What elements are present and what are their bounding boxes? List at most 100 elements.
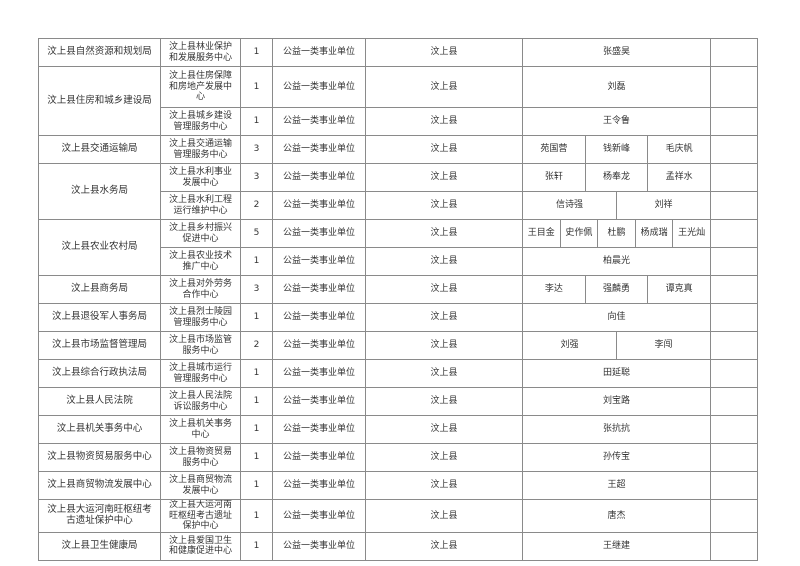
area-cell-text: 汶上县 [430,368,458,379]
count-cell: 1 [240,471,273,500]
area-cell: 汶上县 [365,387,523,416]
department-cell: 汶上县大运河南旺枢纽考古遗址保护中心 [38,499,161,533]
unit-cell-text: 汶上县城乡建设管理服务中心 [168,111,232,132]
count-cell: 3 [240,135,273,164]
names-cell: 刘强 李闯 [522,331,711,360]
count-cell: 1 [240,38,273,67]
person-name: 孙传宝 [602,452,630,463]
count-cell-text: 1 [253,116,260,127]
type-cell-text: 公益一类事业单位 [282,256,355,267]
unit-cell-text: 汶上县乡村振兴促进中心 [168,223,232,244]
area-cell: 汶上县 [365,443,523,472]
table-row: 汶上县商务局 汶上县对外劳务合作中心 3 公益一类事业单位 汶上县 李达 强麟勇 谭克真 [38,275,758,304]
type-cell-text: 公益一类事业单位 [282,368,355,379]
remarks-cell [710,163,758,192]
count-cell: 2 [240,191,273,220]
names-cell: 孙传宝 [522,443,711,472]
names-cell: 刘宝路 [522,387,711,416]
remarks-cell [710,499,758,533]
person-name: 刘磊 [607,81,626,92]
unit-cell: 汶上县烈士陵园管理服务中心 [160,303,241,332]
remarks-cell [710,275,758,304]
unit-cell: 汶上县交通运输管理服务中心 [160,135,241,164]
person-name: 向佳 [607,312,626,323]
remarks-cell [710,387,758,416]
type-cell: 公益一类事业单位 [272,135,366,164]
remarks-cell [710,303,758,332]
person-name: 李闯 [616,332,710,359]
person-name: 杨奉龙 [584,164,648,191]
person-name: 张盛昊 [602,47,630,58]
remarks-cell [710,443,758,472]
type-cell-text: 公益一类事业单位 [282,452,355,463]
department-cell-text: 汶上县交通运输局 [61,143,138,155]
department-cell: 汶上县退役军人事务局 [38,303,161,332]
unit-cell-text: 汶上县市场监管服务中心 [168,335,232,356]
person-name: 孟祥水 [647,164,709,191]
count-cell-text: 1 [253,452,260,463]
unit-cell: 汶上县城市运行管理服务中心 [160,359,241,388]
type-cell-text: 公益一类事业单位 [282,81,355,92]
department-cell-text: 汶上县水务局 [70,185,128,197]
person-name: 杨成瑞 [634,220,673,247]
table-row: 汶上县水务局 汶上县水利事业发展中心 3 公益一类事业单位 汶上县 张轩 杨奉龙 孟祥水 [38,163,758,220]
names-cell: 唐杰 [522,499,711,533]
table-row: 汶上县卫生健康局 汶上县爱国卫生和健康促进中心 1 公益一类事业单位 汶上县 王继建 [38,531,758,561]
unit-cell: 汶上县住房保障和房地产发展中心 [160,66,241,108]
area-cell: 汶上县 [365,38,523,67]
table-row: 汶上县综合行政执法局 汶上县城市运行管理服务中心 1 公益一类事业单位 汶上县 田延聪 [38,359,758,388]
type-cell: 公益一类事业单位 [272,499,366,533]
remarks-cell [710,66,758,108]
type-cell-text: 公益一类事业单位 [282,144,355,155]
type-cell-text: 公益一类事业单位 [282,540,355,551]
person-name: 谭克真 [647,276,709,303]
count-cell: 5 [240,219,273,248]
person-name: 张抗抗 [602,424,630,435]
unit-cell-text: 汶上县人民法院诉讼服务中心 [168,391,232,412]
names-cell: 王目金 史作佩 杜鹏 杨成瑞 王光灿 [522,219,711,248]
table-row: 汶上县物资贸易服务中心 汶上县物资贸易服务中心 1 公益一类事业单位 汶上县 孙传宝 [38,443,758,472]
area-cell: 汶上县 [365,219,523,248]
unit-cell-text: 汶上县水利事业发展中心 [168,167,232,188]
count-cell: 1 [240,531,273,561]
count-cell: 1 [240,303,273,332]
person-name: 王目金 [527,228,555,239]
area-cell: 汶上县 [365,66,523,108]
type-cell-text: 公益一类事业单位 [282,510,355,521]
department-cell-text: 汶上县自然资源和规划局 [47,46,152,58]
table-row: 汶上县交通运输局 汶上县交通运输管理服务中心 3 公益一类事业单位 汶上县 苑国营 钱新峰毛… [38,135,758,164]
area-cell-text: 汶上县 [430,81,458,92]
department-cell: 汶上县自然资源和规划局 [38,38,161,67]
remarks-cell [710,135,758,164]
remarks-cell [710,331,758,360]
personnel-table: 汶上县自然资源和规划局 汶上县林业保护和发展服务中心 1 公益一类事业单位 汶上县 张盛昊… [38,38,758,561]
remarks-cell [710,38,758,67]
area-cell-text: 汶上县 [430,340,458,351]
table-row: 汶上县农业农村局 汶上县乡村振兴促进中心 5 公益一类事业单位 汶上县 王目金 史作佩 杜鹏杨… [38,219,758,276]
type-cell-text: 公益一类事业单位 [282,228,355,239]
remarks-cell [710,415,758,444]
area-cell-text: 汶上县 [430,116,458,127]
type-cell: 公益一类事业单位 [272,163,366,192]
names-cell: 王超 [522,471,711,500]
count-cell-text: 3 [253,284,260,295]
person-name: 王光灿 [672,220,709,247]
area-cell-text: 汶上县 [430,256,458,267]
unit-cell-text: 汶上县烈士陵园管理服务中心 [168,307,232,328]
department-cell: 汶上县水务局 [38,163,161,220]
department-cell: 汶上县市场监督管理局 [38,331,161,360]
type-cell: 公益一类事业单位 [272,359,366,388]
count-cell-text: 1 [253,368,260,379]
area-cell: 汶上县 [365,191,523,220]
count-cell: 1 [240,415,273,444]
area-cell: 汶上县 [365,107,523,136]
type-cell: 公益一类事业单位 [272,443,366,472]
names-cell: 王令鲁 [522,107,711,136]
person-name: 王超 [607,480,626,491]
names-cell: 刘磊 [522,66,711,108]
count-cell: 1 [240,443,273,472]
unit-cell-text: 汶上县城市运行管理服务中心 [168,363,232,384]
table-row: 汶上县人民法院 汶上县人民法院诉讼服务中心 1 公益一类事业单位 汶上县 刘宝路 [38,387,758,416]
names-cell: 信诗强 刘祥 [522,191,711,220]
unit-cell: 汶上县机关事务中心 [160,415,241,444]
